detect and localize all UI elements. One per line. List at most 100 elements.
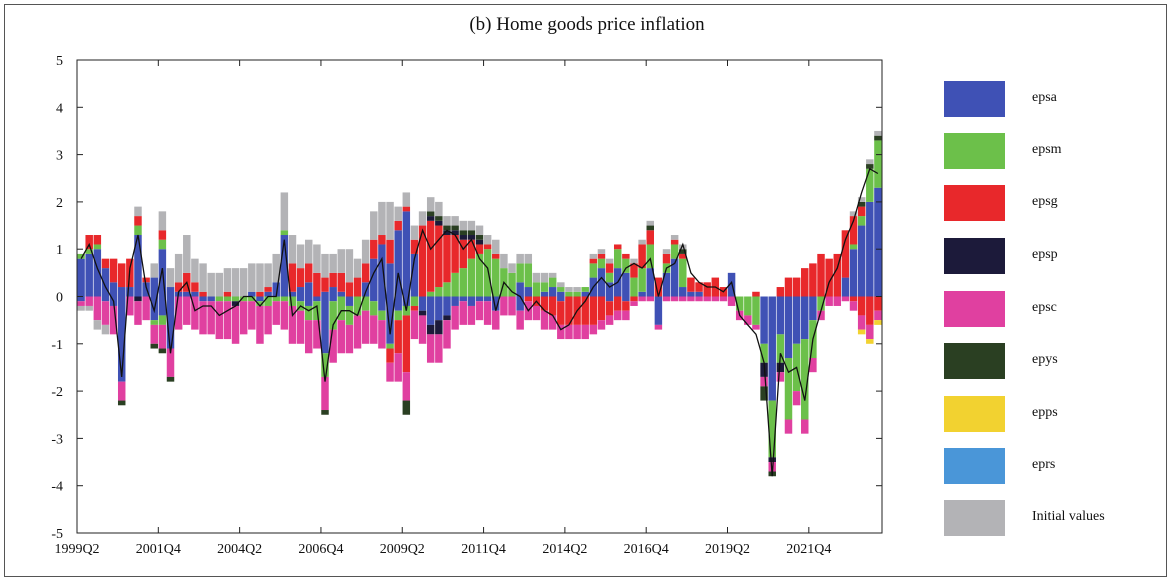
bar-segment-epsg <box>825 258 833 297</box>
bar-segment-epsm <box>443 282 451 297</box>
bar-segment-epsm <box>264 296 272 306</box>
bar-segment-epsp <box>134 296 142 302</box>
bar-segment-epsm <box>280 230 289 236</box>
bar-segment-epsc <box>85 296 93 306</box>
bar-segment-epsa <box>540 291 549 297</box>
bar-segment-epsm <box>150 320 158 325</box>
bar-segment-epsm <box>280 296 289 302</box>
bar-segment-epsc <box>825 296 833 306</box>
bar-segment-epsc <box>426 334 435 363</box>
bar-segment-epsm <box>817 296 825 311</box>
legend-swatch-initial-values <box>944 500 1005 536</box>
bar-segment-epsp <box>418 310 427 316</box>
bar-segment-epsg <box>589 258 598 264</box>
bar-segment-epsg <box>93 235 102 245</box>
bar-segment-epys <box>760 386 768 401</box>
bar-segment-epsc <box>305 320 313 354</box>
bar-segment-epsa <box>492 296 500 311</box>
bar-segment-epsg <box>313 272 321 297</box>
bar-segment-initial-values <box>670 235 679 240</box>
bar-segment-epsc <box>776 372 785 382</box>
bar-segment-epsc <box>801 419 809 434</box>
bar-segment-epsg <box>557 301 565 325</box>
bar-segment-epsc <box>370 315 378 344</box>
bar-segment-epsg <box>402 206 411 212</box>
bar-segment-epsm <box>394 310 402 321</box>
bar-segment-epsg <box>874 296 882 311</box>
bar-segment-epsc <box>695 296 703 302</box>
bar-segment-epsm <box>85 249 93 254</box>
x-tick-label: 1999Q2 <box>54 542 99 557</box>
bar-segment-epsg <box>435 225 443 288</box>
bar-segment-epsc <box>134 301 142 325</box>
y-tick-label: 5 <box>56 54 63 69</box>
bar-segment-initial-values <box>321 253 329 278</box>
bar-segment-epys <box>443 225 451 231</box>
x-tick-label: 2021Q4 <box>786 542 831 557</box>
bar-segment-epsm <box>857 216 866 226</box>
bar-segment-initial-values <box>313 244 321 273</box>
bar-segment-epys <box>646 225 654 231</box>
bar-segment-initial-values <box>305 239 313 264</box>
bar-segment-epys <box>166 376 175 382</box>
legend-label-epsp: epsp <box>1032 247 1058 262</box>
bar-segment-initial-values <box>849 211 858 217</box>
bar-segment-epsg <box>134 216 142 226</box>
bar-segment-epsa <box>305 282 313 297</box>
bar-segment-initial-values <box>443 216 451 226</box>
bar-segment-initial-values <box>85 305 93 311</box>
bar-segment-epsm <box>77 253 85 259</box>
bar-segment-epsc <box>744 315 752 325</box>
bar-segment-initial-values <box>500 253 508 269</box>
bar-segment-epsm <box>581 287 589 292</box>
bar-segment-epsm <box>630 277 638 297</box>
bar-segment-epsg <box>622 253 630 259</box>
bar-segment-initial-values <box>857 197 866 202</box>
bar-segment-initial-values <box>597 249 606 254</box>
bar-segment-epsg <box>296 268 305 288</box>
bar-segment-epsc <box>727 296 736 306</box>
bar-segment-epsa <box>874 187 882 297</box>
bar-segment-epsm <box>451 272 459 297</box>
bar-segment-epsg <box>801 268 809 297</box>
bar-segment-epsp <box>776 362 785 373</box>
bar-segment-epsa <box>191 291 199 297</box>
bar-segment-epsg <box>646 230 654 245</box>
bar-segment-epys <box>874 135 882 141</box>
bar-segment-epsm <box>256 301 264 306</box>
bar-segment-epsa <box>256 296 264 302</box>
bar-segment-epsm <box>768 400 776 458</box>
bar-segment-epsg <box>191 282 199 292</box>
legend-item-epsm: epsm <box>944 133 1144 169</box>
y-tick-label: -1 <box>51 338 63 353</box>
bar-segment-epsa <box>410 253 419 297</box>
bar-segment-epsm <box>337 296 346 321</box>
bar-segment-epsg <box>492 253 500 259</box>
bar-segment-initial-values <box>199 263 207 292</box>
bar-segment-epsg <box>776 287 785 297</box>
bar-segment-epsm <box>483 249 492 297</box>
bar-segment-epsa <box>77 296 85 302</box>
bar-segment-epsa <box>866 201 874 297</box>
bar-segment-epys <box>475 235 484 240</box>
bar-segment-epsp <box>426 216 435 221</box>
bar-segment-epsc <box>256 305 264 344</box>
bar-segment-epsc <box>435 334 443 363</box>
bar-segment-epsg <box>386 348 394 363</box>
bar-segment-epsm <box>557 287 565 292</box>
y-tick-label: -2 <box>51 385 63 400</box>
bar-segment-epsg <box>679 253 687 259</box>
bar-segment-epsa <box>548 287 557 297</box>
figure-frame <box>4 4 1167 577</box>
bar-segment-epsg <box>158 230 167 240</box>
bar-segment-epsa <box>467 296 476 306</box>
bar-segment-epsa <box>207 296 215 302</box>
bar-segment-epys <box>150 343 158 349</box>
bar-segment-epsc <box>638 296 646 302</box>
bar-segment-epsa <box>329 287 337 297</box>
bar-segment-epsm <box>288 296 297 306</box>
legend-label-epys: epys <box>1032 352 1058 367</box>
bar-segment-initial-values <box>207 272 215 297</box>
bar-segment-epsg <box>565 296 573 325</box>
bar-segment-epsc <box>402 372 411 401</box>
